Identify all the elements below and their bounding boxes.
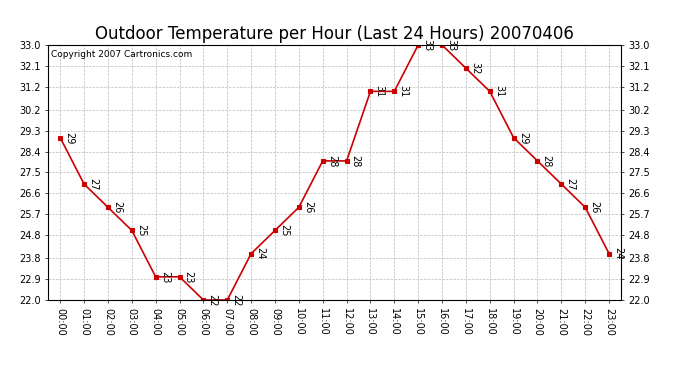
Text: 26: 26 (112, 201, 122, 213)
Text: 22: 22 (231, 294, 241, 306)
Text: 23: 23 (184, 271, 194, 283)
Text: 31: 31 (494, 85, 504, 98)
Text: 31: 31 (375, 85, 384, 98)
Text: 25: 25 (136, 224, 146, 237)
Text: 25: 25 (279, 224, 289, 237)
Text: 27: 27 (566, 178, 575, 190)
Text: 24: 24 (613, 248, 623, 260)
Text: 29: 29 (64, 132, 75, 144)
Text: Copyright 2007 Cartronics.com: Copyright 2007 Cartronics.com (51, 50, 193, 59)
Text: 28: 28 (327, 155, 337, 167)
Text: 23: 23 (160, 271, 170, 283)
Text: 24: 24 (255, 248, 265, 260)
Text: 33: 33 (446, 39, 456, 51)
Text: 31: 31 (398, 85, 408, 98)
Text: 29: 29 (518, 132, 528, 144)
Text: 26: 26 (589, 201, 600, 213)
Title: Outdoor Temperature per Hour (Last 24 Hours) 20070406: Outdoor Temperature per Hour (Last 24 Ho… (95, 26, 574, 44)
Text: 27: 27 (88, 178, 98, 190)
Text: 32: 32 (470, 62, 480, 74)
Text: 26: 26 (303, 201, 313, 213)
Text: 33: 33 (422, 39, 433, 51)
Text: 22: 22 (208, 294, 217, 306)
Text: 28: 28 (542, 155, 551, 167)
Text: 28: 28 (351, 155, 361, 167)
